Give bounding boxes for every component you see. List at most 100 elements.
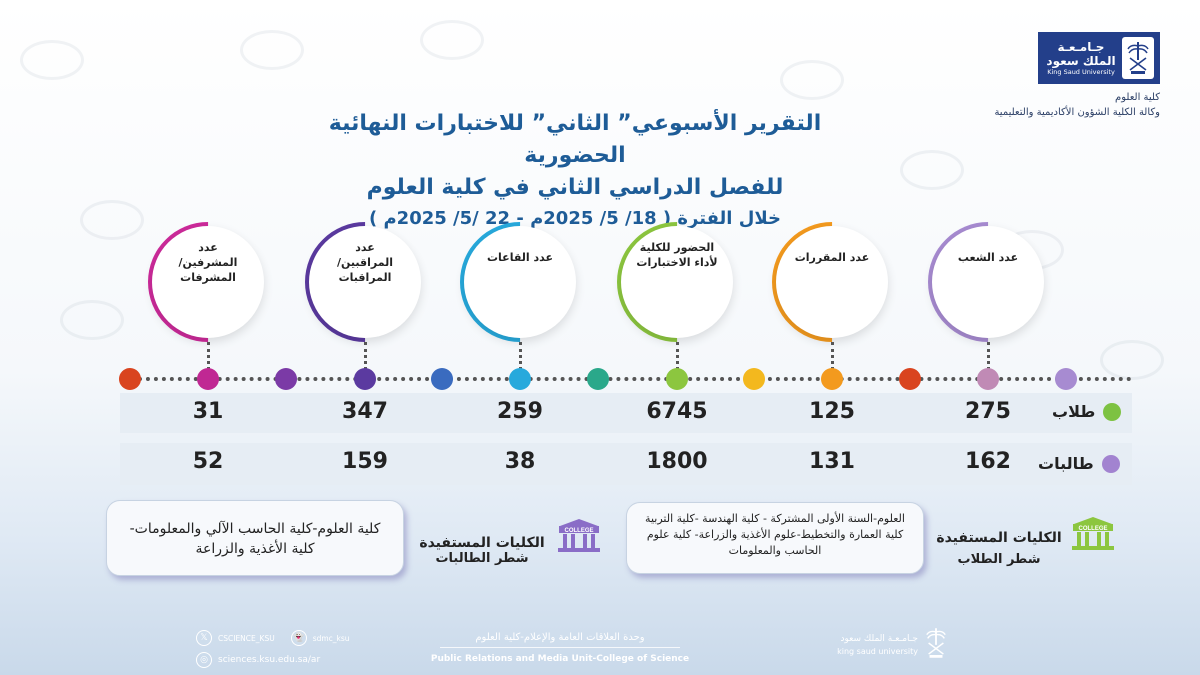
- x-icon: 𝕏: [196, 630, 212, 646]
- timeline-dot: [899, 368, 921, 390]
- male-bullet-icon: [1103, 402, 1122, 421]
- female-colleges-sub: شطر الطالبات: [435, 551, 529, 566]
- circle-disc: [621, 226, 733, 338]
- circle-label-line1: الحضور للكلية: [639, 241, 715, 254]
- title-line-1: التقرير الأسبوعي” الثاني” للاختبارات الن…: [328, 111, 822, 168]
- timeline-dot: [977, 368, 999, 390]
- timeline-dot: [197, 368, 219, 390]
- female-colleges-box: كلية العلوم-كلية الحاسب الآلي والمعلومات…: [106, 500, 404, 576]
- circle-label: عدد المشرفين/ المشرفات: [156, 240, 260, 285]
- unit-arabic: وحدة العلاقات العامة والإعلام-كلية العلو…: [475, 632, 645, 643]
- male-row-label: طلاب: [1052, 402, 1122, 421]
- stat-circle-2: عدد القاعات: [435, 197, 605, 367]
- timeline-dot: [821, 368, 843, 390]
- college-building-icon: COLLEGE: [1072, 517, 1114, 550]
- female-label-text: طالبات: [1038, 454, 1094, 473]
- male-value: 347: [342, 399, 388, 424]
- globe-icon: ◎: [196, 652, 212, 668]
- timeline-dot: [743, 368, 765, 390]
- timeline-dot: [666, 368, 688, 390]
- male-value: 6745: [646, 399, 708, 424]
- footer-ksu-english: king saud university: [837, 647, 918, 656]
- female-value: 162: [965, 449, 1011, 474]
- male-colleges-sub: شطر الطلاب: [957, 552, 1041, 567]
- male-colleges-box: العلوم-السنة الأولى المشتركة - كلية الهن…: [626, 502, 924, 574]
- circle-stem: [207, 342, 210, 376]
- female-colleges-label: الكليات المستفيدة شطر الطالبات: [412, 535, 552, 566]
- stat-circle-0: عدد المشرفين/ المشرفات: [123, 197, 293, 367]
- circle-label: عدد المقررات: [780, 250, 884, 265]
- circle-stem: [987, 342, 990, 376]
- college-word: COLLEGE: [564, 528, 593, 534]
- title-line-2: للفصل الدراسي الثاني في كلية العلوم: [366, 175, 784, 200]
- circle-disc: [932, 226, 1044, 338]
- circle-stem: [364, 342, 367, 376]
- ksu-logo: جـامـعـة الملك سعود King Saud University: [1038, 32, 1160, 84]
- female-value: 52: [192, 449, 224, 474]
- male-row: 31 347 259 6745 125 275: [120, 393, 1132, 433]
- agency-name: وكالة الكلية الشؤون الأكاديمية والتعليمي…: [994, 107, 1160, 118]
- female-value: 159: [342, 449, 388, 474]
- female-value: 131: [809, 449, 855, 474]
- female-row-label: طالبات: [1038, 454, 1120, 473]
- circle-disc: [464, 226, 576, 338]
- footer-emblem-icon: [926, 628, 946, 658]
- logo-english-text: King Saud University: [1047, 68, 1115, 76]
- circle-label: الحضور للكلية لأداء الاختبارات: [625, 240, 729, 270]
- circle-label-line1: عدد: [198, 241, 218, 254]
- timeline-dot: [1055, 368, 1077, 390]
- timeline-dot: [509, 368, 531, 390]
- title-period: خلال الفترة ( 18/ 5/ 2025م - 22 /5/ 2025…: [368, 208, 781, 229]
- timeline-dot: [354, 368, 376, 390]
- male-value: 275: [965, 399, 1011, 424]
- circle-disc: [152, 226, 264, 338]
- report-title: التقرير الأسبوعي” الثاني” للاختبارات الن…: [300, 108, 850, 229]
- circle-label-line1: عدد: [355, 241, 375, 254]
- male-colleges-title: الكليات المستفيدة: [936, 530, 1062, 546]
- circle-label: عدد الشعب: [936, 250, 1040, 265]
- circle-label: عدد المراقبين/ المراقبات: [313, 240, 417, 285]
- palm-swords-emblem-icon: [1122, 37, 1154, 79]
- footer-ksu-text: جـامـعـة الملك سعود king saud university: [837, 634, 918, 656]
- footer-ksu-arabic: جـامـعـة الملك سعود: [840, 634, 918, 644]
- circle-stem: [676, 342, 679, 376]
- college-info: كلية العلوم وكالة الكلية الشؤون الأكاديم…: [994, 90, 1160, 120]
- male-value: 259: [497, 399, 543, 424]
- timeline-dot: [119, 368, 141, 390]
- circle-label-line1: عدد الشعب: [957, 251, 1019, 264]
- circle-stem: [519, 342, 522, 376]
- x-handle[interactable]: CSCIENCE_KSU: [218, 633, 275, 643]
- circle-label: عدد القاعات: [468, 250, 572, 265]
- college-name: كلية العلوم: [1115, 92, 1160, 103]
- male-colleges-text: العلوم-السنة الأولى المشتركة - كلية الهن…: [645, 512, 905, 557]
- snap-handle[interactable]: sdmc_ksu: [312, 633, 350, 643]
- timeline-dot: [431, 368, 453, 390]
- male-colleges-label: الكليات المستفيدة شطر الطلاب: [934, 530, 1064, 567]
- male-label-text: طلاب: [1052, 402, 1096, 421]
- male-value: 125: [809, 399, 855, 424]
- unit-english: Public Relations and Media Unit-College …: [430, 654, 690, 664]
- stat-circle-3: الحضور للكلية لأداء الاختبارات: [592, 197, 762, 367]
- college-word: COLLEGE: [1078, 526, 1107, 532]
- circle-stem: [831, 342, 834, 376]
- website-link[interactable]: sciences.ksu.edu.sa/ar: [218, 655, 321, 665]
- female-colleges-text: كلية العلوم-كلية الحاسب الآلي والمعلومات…: [129, 521, 381, 557]
- circle-label-line1: عدد القاعات: [487, 251, 553, 264]
- circle-label-line2: المراقبين/ المراقبات: [337, 256, 393, 284]
- female-row: 52 159 38 1800 131 162: [120, 443, 1132, 485]
- circle-label-line2: لأداء الاختبارات: [636, 256, 718, 269]
- snapchat-icon: 👻: [290, 630, 307, 646]
- footer-social: 𝕏 CSCIENCE_KSU 👻 sdmc_ksu ◎ sciences.ksu…: [196, 630, 350, 674]
- circle-disc: [776, 226, 888, 338]
- stat-circle-5: عدد الشعب: [903, 197, 1073, 367]
- circle-disc: [309, 226, 421, 338]
- circle-label-line2: المشرفين/ المشرفات: [178, 256, 238, 284]
- male-value: 31: [192, 399, 224, 424]
- timeline-dot: [275, 368, 297, 390]
- stat-circle-1: عدد المراقبين/ المراقبات: [280, 197, 450, 367]
- female-colleges-title: الكليات المستفيدة: [419, 535, 545, 551]
- footer-unit: وحدة العلاقات العامة والإعلام-كلية العلو…: [420, 632, 700, 664]
- logo-arabic-text: جـامـعـة الملك سعود: [1046, 40, 1116, 68]
- college-building-icon: COLLEGE: [558, 519, 600, 552]
- female-bullet-icon: [1101, 454, 1120, 473]
